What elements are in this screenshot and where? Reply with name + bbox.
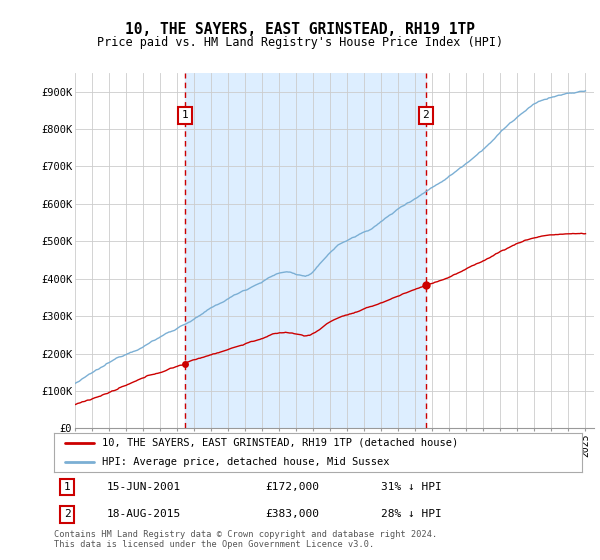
Text: 1: 1 [64, 482, 71, 492]
Text: £172,000: £172,000 [265, 482, 319, 492]
Text: 18-AUG-2015: 18-AUG-2015 [107, 510, 181, 520]
Text: 10, THE SAYERS, EAST GRINSTEAD, RH19 1TP (detached house): 10, THE SAYERS, EAST GRINSTEAD, RH19 1TP… [101, 438, 458, 448]
Text: Contains HM Land Registry data © Crown copyright and database right 2024.
This d: Contains HM Land Registry data © Crown c… [54, 530, 437, 549]
Text: 1: 1 [182, 110, 188, 120]
Text: 2: 2 [422, 110, 430, 120]
Text: HPI: Average price, detached house, Mid Sussex: HPI: Average price, detached house, Mid … [101, 457, 389, 467]
Bar [185, 73, 426, 428]
Text: 15-JUN-2001: 15-JUN-2001 [107, 482, 181, 492]
Text: Price paid vs. HM Land Registry's House Price Index (HPI): Price paid vs. HM Land Registry's House … [97, 36, 503, 49]
Text: 10, THE SAYERS, EAST GRINSTEAD, RH19 1TP: 10, THE SAYERS, EAST GRINSTEAD, RH19 1TP [125, 22, 475, 36]
Text: 31% ↓ HPI: 31% ↓ HPI [382, 482, 442, 492]
Text: 2: 2 [64, 510, 71, 520]
Text: 28% ↓ HPI: 28% ↓ HPI [382, 510, 442, 520]
Text: £383,000: £383,000 [265, 510, 319, 520]
